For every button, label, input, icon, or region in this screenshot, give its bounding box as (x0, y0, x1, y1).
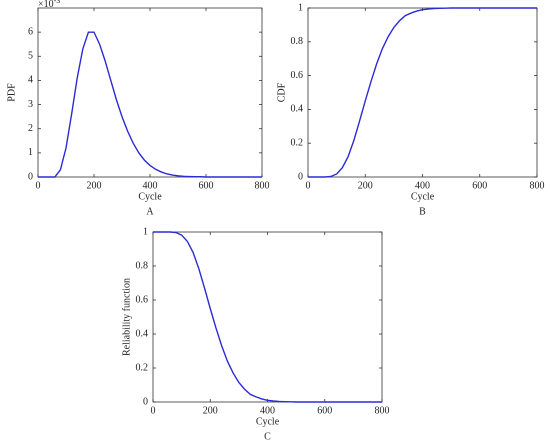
y-tick-label: 4 (28, 75, 33, 86)
x-tick-label: 200 (203, 405, 218, 416)
x-tick-label: 400 (260, 405, 275, 416)
y-multiplier: ×10-3 (38, 0, 60, 10)
x-tick-label: 600 (317, 405, 332, 416)
y-tick-label: 0 (143, 396, 148, 407)
y-multiplier-base: ×10 (38, 0, 54, 10)
y-tick-label: 1 (143, 226, 148, 237)
x-axis-label: Cycle (411, 191, 435, 202)
y-tick-label: 6 (28, 26, 33, 37)
caption: A (146, 206, 154, 217)
y-axis-label: CDF (276, 82, 287, 102)
y-tick-label: 0.2 (136, 362, 149, 373)
x-axis-label: Cycle (256, 416, 280, 427)
y-axis-label: PDF (6, 83, 17, 102)
curve (308, 7, 537, 178)
x-tick-label: 0 (306, 180, 311, 191)
y-tick-label: 0.4 (136, 328, 149, 339)
y-tick-label: 1 (28, 147, 33, 158)
y-tick-label: 5 (28, 51, 33, 62)
x-tick-label: 600 (199, 180, 214, 191)
x-axis-label: Cycle (138, 191, 162, 202)
x-tick-label: 400 (143, 180, 158, 191)
y-tick-label: 1 (298, 2, 303, 13)
plot-frame (37, 7, 263, 178)
plot-frame (152, 231, 383, 403)
x-tick-label: 800 (375, 405, 390, 416)
y-tick-label: 0.8 (291, 36, 304, 47)
x-tick-label: 600 (472, 180, 487, 191)
y-tick-label: 0.2 (291, 137, 304, 148)
y-tick-label: 0 (28, 171, 33, 182)
plot-frame (307, 7, 538, 178)
caption: C (264, 431, 271, 442)
y-tick-label: 0.6 (291, 70, 304, 81)
x-tick-label: 800 (530, 180, 545, 191)
x-tick-label: 200 (87, 180, 102, 191)
curve (38, 31, 262, 178)
y-tick-label: 2 (28, 123, 33, 134)
y-tick-label: 0.4 (291, 104, 304, 115)
x-tick-label: 0 (151, 405, 156, 416)
y-tick-label: 0.6 (136, 294, 149, 305)
y-tick-label: 0.8 (136, 260, 149, 271)
x-tick-label: 800 (255, 180, 270, 191)
y-tick-label: 3 (28, 99, 33, 110)
x-tick-label: 400 (415, 180, 430, 191)
y-tick-label: 0 (298, 171, 303, 182)
caption: B (419, 206, 426, 217)
y-axis-label: Reliability function (121, 278, 132, 356)
x-tick-label: 0 (36, 180, 41, 191)
curve (153, 231, 382, 403)
y-multiplier-exponent: -3 (54, 0, 61, 5)
x-tick-label: 200 (358, 180, 373, 191)
